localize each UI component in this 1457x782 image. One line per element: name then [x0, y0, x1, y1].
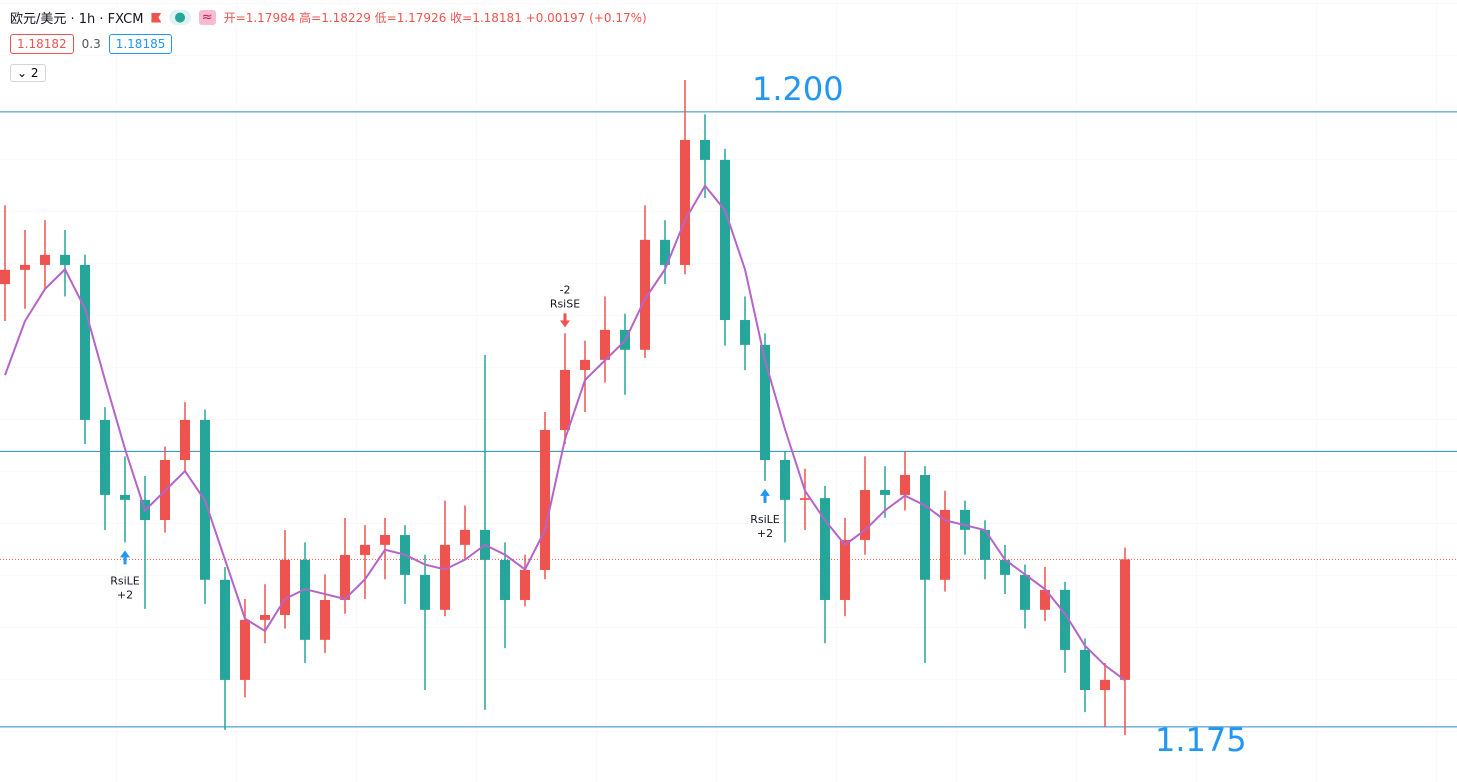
candle-body [100, 419, 110, 495]
candle-body [580, 359, 590, 370]
candle-body [820, 498, 830, 600]
ohlc-values: 开=1.17984 高=1.18229 低=1.17926 收=1.18181 … [223, 11, 647, 25]
symbol[interactable]: 欧元/美元 · 1h · FXCM [10, 12, 144, 27]
long-arrow [120, 550, 130, 565]
candle-body [840, 539, 850, 600]
candle-body [80, 264, 90, 420]
candle-body [300, 559, 310, 640]
candle-body [320, 599, 330, 640]
candle-body [920, 475, 930, 580]
candle-body [1020, 574, 1030, 610]
candle-body [980, 529, 990, 560]
candle-body [260, 614, 270, 620]
signal-name: RsiLE [110, 574, 140, 587]
candle-body [520, 569, 530, 600]
candle-body [860, 490, 870, 540]
candle-body [940, 509, 950, 580]
trade-panel: 1.18182 0.3 1.18185 [10, 34, 173, 54]
candle-body [720, 159, 730, 321]
candle-body [880, 490, 890, 495]
sell-button[interactable]: 1.18182 [10, 34, 74, 54]
candle-body [1080, 649, 1090, 690]
flag-icon[interactable] [151, 12, 162, 23]
candle-body [1100, 679, 1110, 690]
candle-body [340, 554, 350, 600]
signal-qty: +2 [117, 588, 133, 601]
candle-body [420, 574, 430, 610]
candle-body [500, 559, 510, 600]
candle-body [0, 269, 10, 285]
indicator-count: 2 [30, 66, 39, 80]
candle-body [120, 494, 130, 500]
candle-body [380, 535, 390, 545]
candle-body [540, 429, 550, 570]
candle-body [460, 529, 470, 545]
candle-body [40, 254, 50, 265]
candle-body [700, 139, 710, 160]
buy-button[interactable]: 1.18185 [108, 34, 173, 54]
candle-body [960, 509, 970, 530]
candle-body [640, 239, 650, 350]
candle-body [660, 239, 670, 265]
candle-body [440, 544, 450, 610]
candle-body [280, 559, 290, 615]
candle-body [900, 475, 910, 495]
status-dot: ● [169, 10, 191, 25]
signal-qty: +2 [757, 527, 773, 540]
candle-body [220, 579, 230, 680]
candle-body [1040, 589, 1050, 610]
candle-body [20, 264, 30, 270]
moving-average [4, 183, 1126, 681]
candle-body [600, 329, 610, 360]
candle-body [680, 139, 690, 265]
short-arrow [560, 313, 570, 328]
candle-body [780, 460, 790, 500]
candle-body [800, 498, 810, 500]
signal-name: RsiLE [750, 513, 780, 526]
candle-body [1000, 559, 1010, 575]
signal-name: RsiSE [550, 297, 580, 310]
candle-body [1120, 559, 1130, 680]
spread: 0.3 [81, 37, 101, 51]
candle-body [560, 369, 570, 430]
candle-body [740, 320, 750, 345]
candle-body [760, 344, 770, 460]
header: 欧元/美元 · 1h · FXCM ● ≈ 开=1.17984 高=1.1822… [10, 8, 647, 27]
candle-body [180, 419, 190, 460]
candle-body [60, 254, 70, 265]
candle-body [1060, 589, 1070, 650]
long-arrow [760, 488, 770, 503]
level-label: 1.175 [1155, 721, 1247, 759]
candle-body [240, 619, 250, 680]
level-label: 1.200 [752, 70, 844, 108]
candle-body [360, 544, 370, 555]
signal-qty: -2 [560, 283, 571, 296]
data-status: ≈ [198, 10, 216, 25]
collapse-button[interactable]: ⌄ 2 [10, 64, 46, 82]
